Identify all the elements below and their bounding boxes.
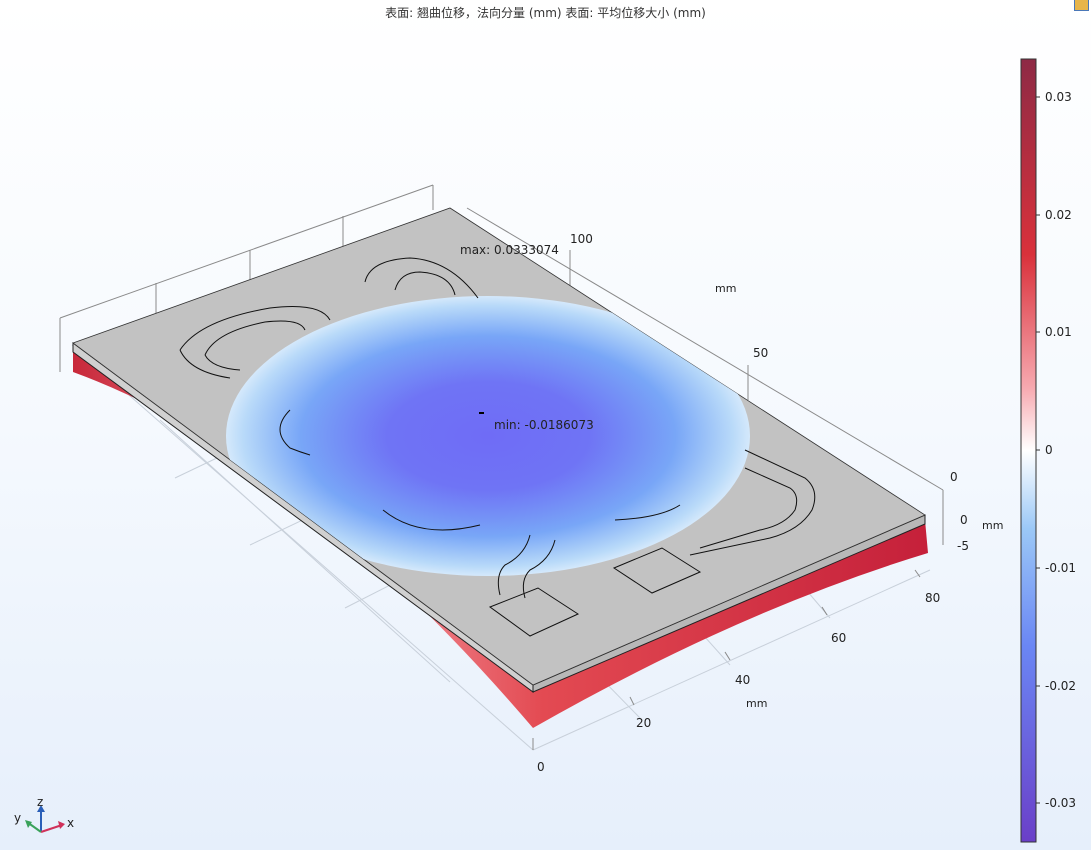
cb-tick-3: 0 xyxy=(1045,443,1053,457)
x-axis-unit: mm xyxy=(746,697,767,710)
warped-surface xyxy=(73,350,928,728)
z-tick-mid: 0 xyxy=(960,513,968,527)
cb-tick-5: -0.02 xyxy=(1045,679,1076,693)
max-label: max: 0.0333074 xyxy=(460,243,559,257)
z-axis-unit: mm xyxy=(982,519,1003,532)
triad-y-label: y xyxy=(14,811,21,825)
x-tick-40: 40 xyxy=(735,673,750,687)
cb-tick-4: -0.01 xyxy=(1045,561,1076,575)
triad-z-label: z xyxy=(37,795,43,809)
colorbar xyxy=(1020,58,1037,843)
x-tick-60: 60 xyxy=(831,631,846,645)
y-axis-unit: mm xyxy=(715,282,736,295)
z-tick-bottom: -5 xyxy=(957,539,969,553)
axis-triad: z x y xyxy=(14,795,74,833)
cb-tick-0: 0.03 xyxy=(1045,90,1072,104)
triad-x-label: x xyxy=(67,816,74,830)
x-tick-20: 20 xyxy=(636,716,651,730)
min-label: min: -0.0186073 xyxy=(494,418,594,432)
x-tick-0: 0 xyxy=(537,760,545,774)
z-tick-top: 0 xyxy=(950,470,958,484)
toolbar-corner-icon[interactable] xyxy=(1074,0,1089,11)
color-legend: 0.03 0.02 0.01 0 -0.01 -0.02 -0.03 xyxy=(1020,58,1076,843)
min-marker xyxy=(479,412,484,414)
y-tick-50: 50 xyxy=(753,346,768,360)
cb-tick-1: 0.02 xyxy=(1045,208,1072,222)
cb-tick-2: 0.01 xyxy=(1045,325,1072,339)
cb-tick-6: -0.03 xyxy=(1045,796,1076,810)
board-traces xyxy=(179,257,816,637)
displacement-region xyxy=(226,296,750,576)
x-tick-80: 80 xyxy=(925,591,940,605)
y-tick-100: 100 xyxy=(570,232,593,246)
plot-title: 表面: 翘曲位移，法向分量 (mm) 表面: 平均位移大小 (mm) xyxy=(385,6,706,20)
